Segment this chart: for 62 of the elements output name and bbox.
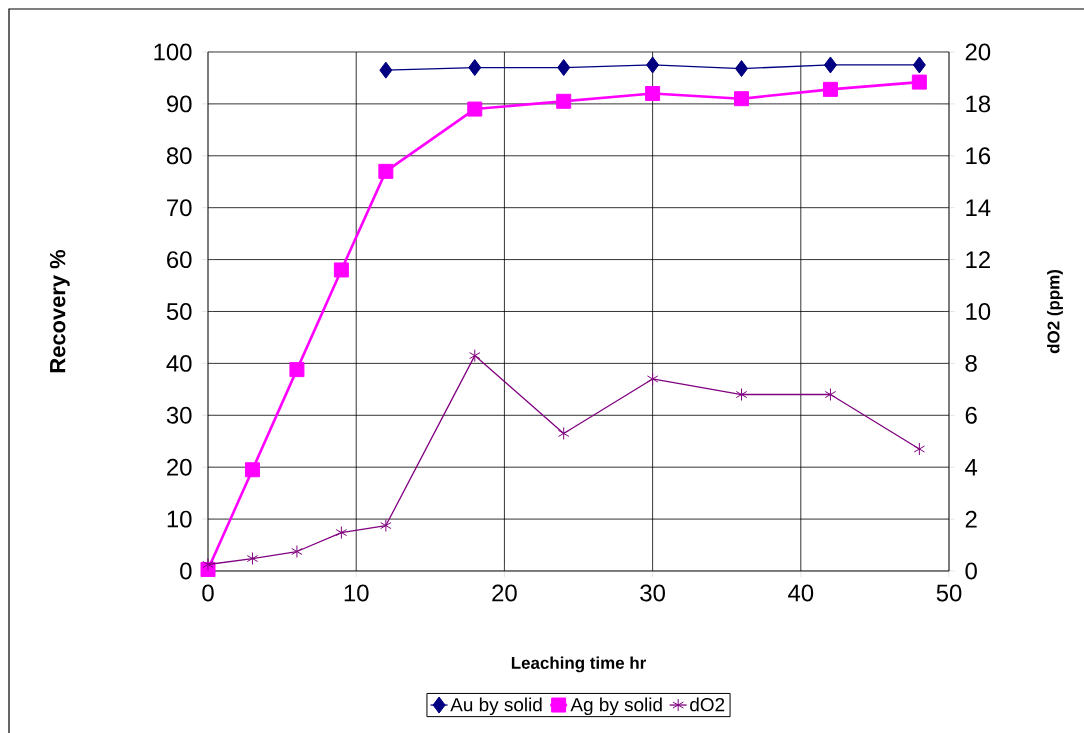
point [202, 558, 214, 571]
point [823, 56, 837, 74]
point [646, 372, 659, 386]
point [289, 362, 305, 378]
x-tick-label: 40 [788, 584, 814, 602]
point [468, 59, 482, 77]
x-tick-label: 0 [202, 584, 214, 602]
y2-tick-label: 16 [966, 147, 991, 165]
x-tick-label: 30 [640, 584, 665, 602]
legend-label: Au by solid [450, 697, 542, 716]
y-tick-label: 70 [167, 199, 192, 217]
point [335, 526, 348, 540]
y2-tick-label: 0 [965, 562, 977, 580]
y2-tick-label: 14 [966, 199, 991, 216]
y-tick-label: 50 [166, 303, 192, 320]
point [246, 552, 259, 566]
point [822, 81, 838, 97]
point [734, 91, 750, 107]
point [380, 519, 392, 533]
point [911, 74, 927, 90]
point [912, 56, 926, 74]
point [735, 60, 749, 78]
legend-label: dO2 [690, 697, 725, 712]
point [556, 93, 572, 109]
point [913, 442, 926, 456]
x-tick-label: 10 [344, 584, 369, 602]
point [333, 262, 349, 278]
y-axis-title: Recovery % [49, 249, 70, 373]
point [244, 462, 260, 478]
x-tick-label: 50 [936, 584, 962, 602]
point [467, 101, 483, 117]
point [379, 61, 393, 79]
y2-tick-label: 4 [965, 458, 978, 476]
point [824, 388, 837, 402]
x-tick-label: 20 [492, 584, 517, 602]
legend-label: Ag by solid [570, 697, 662, 716]
y-tick-label: 90 [167, 95, 192, 113]
y-tick-label: 80 [166, 147, 192, 165]
y2-axis-title: dO2 (ppm) [1047, 270, 1063, 354]
point [645, 86, 661, 101]
y-tick-label: 0 [180, 562, 192, 580]
point [646, 56, 660, 74]
y2-tick-label: 18 [966, 95, 991, 113]
y-tick-label: 30 [166, 406, 192, 424]
y2-tick-label: 2 [965, 510, 977, 528]
point [735, 388, 748, 402]
point [557, 59, 571, 77]
point [469, 349, 481, 363]
y-tick-label: 100 [154, 43, 192, 61]
point [291, 545, 303, 559]
y-tick-label: 20 [167, 458, 192, 476]
y2-tick-label: 12 [966, 251, 990, 268]
y-tick-label: 40 [166, 354, 192, 372]
y2-tick-label: 20 [965, 43, 991, 61]
point [378, 163, 394, 179]
x-axis-title: Leaching time hr [511, 656, 646, 673]
y-tick-label: 10 [167, 510, 192, 528]
point [557, 426, 570, 440]
y2-tick-label: 8 [965, 354, 977, 372]
y2-tick-label: 10 [966, 303, 991, 320]
y2-tick-label: 6 [965, 406, 977, 424]
y-tick-label: 60 [167, 251, 192, 269]
